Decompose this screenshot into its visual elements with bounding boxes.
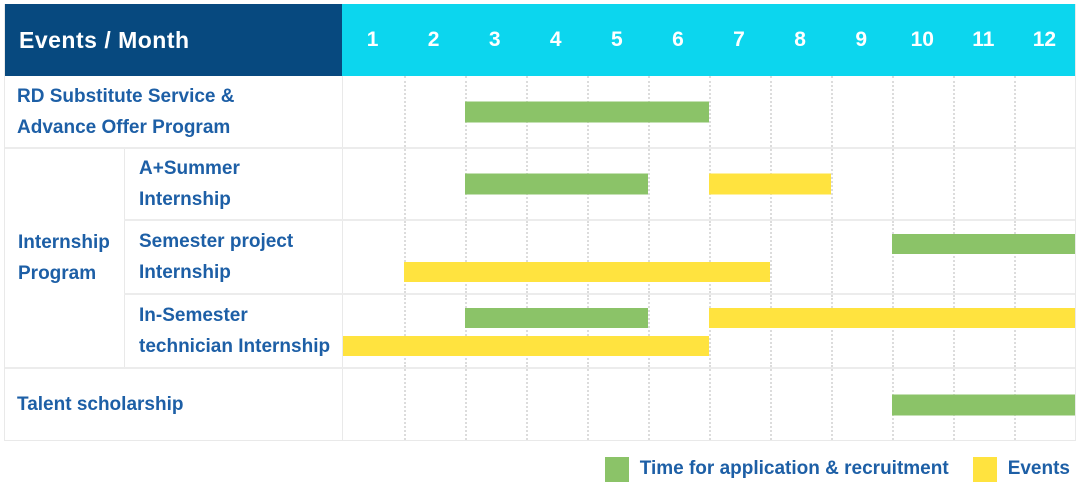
event-bar <box>709 173 831 195</box>
gantt-table: Events / Month 1 2 3 4 5 6 7 8 9 10 11 12 RD Substi… <box>4 4 1076 441</box>
event-bar <box>709 308 1075 328</box>
chart-cell-rd-substitute <box>342 76 1075 147</box>
group-internship-program: Internship Program A+Summer Internship S… <box>5 147 1075 367</box>
month-gridline <box>770 369 772 440</box>
month-gridline <box>831 76 833 147</box>
month-gridline <box>648 149 650 219</box>
month-gridline <box>770 221 772 293</box>
month-header-8: 8 <box>794 28 806 51</box>
row-label-a-summer: A+Summer Internship <box>124 149 342 219</box>
month-gridline <box>1014 76 1016 147</box>
month-gridline <box>953 295 955 367</box>
row-label-semester-project: Semester project Internship <box>124 221 342 293</box>
legend-item-recruitment: Time for application & recruitment <box>604 456 949 482</box>
events-swatch-icon <box>972 456 997 482</box>
row-label-rd-substitute: RD Substitute Service & Advance Offer Pr… <box>17 85 235 138</box>
row-in-semester-technician: In-Semester technician Internship <box>124 293 1075 367</box>
group-label-internship-program: Internship Program <box>18 232 110 284</box>
row-talent-scholarship: Talent scholarship <box>5 367 1075 440</box>
legend-item-events: Events <box>972 456 1070 482</box>
month-gridline <box>587 369 589 440</box>
month-gridline <box>831 369 833 440</box>
month-header-4: 4 <box>549 28 562 51</box>
month-gridline <box>770 295 772 367</box>
row-label-in-semester-technician: In-Semester technician Internship <box>124 295 342 367</box>
month-gridline <box>526 295 528 367</box>
row-label-talent-scholarship: Talent scholarship <box>17 394 184 415</box>
month-header-3: 3 <box>488 28 501 51</box>
month-header-5: 5 <box>611 28 623 51</box>
month-gridline <box>709 221 711 293</box>
month-gridline <box>526 221 528 293</box>
recruitment-swatch-icon <box>604 456 629 482</box>
month-header-1: 1 <box>366 28 379 51</box>
chart-cell-in-semester-technician <box>342 295 1075 367</box>
month-gridline <box>465 369 467 440</box>
recruitment-bar <box>465 173 648 195</box>
month-gridline <box>892 76 894 147</box>
month-gridline <box>587 295 589 367</box>
chart-cell-talent-scholarship <box>342 369 1075 440</box>
internship-subrows: A+Summer Internship Semester project Int… <box>124 149 1075 367</box>
month-gridline <box>953 149 955 219</box>
month-gridline <box>404 221 406 293</box>
month-gridline <box>892 295 894 367</box>
month-gridline <box>404 76 406 147</box>
chart-cell-semester-project <box>342 221 1075 293</box>
recruitment-bar <box>892 394 1075 415</box>
month-gridline <box>1014 149 1016 219</box>
month-header-11: 11 <box>972 28 995 51</box>
month-header-7: 7 <box>733 28 745 51</box>
legend-label-recruitment: Time for application & recruitment <box>639 458 949 479</box>
row-a-summer: A+Summer Internship <box>124 149 1075 219</box>
recruitment-bar <box>892 234 1075 254</box>
recruitment-bar <box>465 101 709 122</box>
month-gridline <box>587 221 589 293</box>
month-gridline <box>648 221 650 293</box>
month-gridline <box>892 221 894 293</box>
legend-label-events: Events <box>1007 458 1070 479</box>
row-rd-substitute: RD Substitute Service & Advance Offer Pr… <box>5 76 1075 147</box>
month-gridline <box>709 369 711 440</box>
events-month-header-cell: Events / Month <box>5 4 342 76</box>
event-bar <box>404 262 770 282</box>
month-gridline <box>709 295 711 367</box>
recruitment-bar <box>465 308 648 328</box>
month-gridline <box>953 76 955 147</box>
month-header-6: 6 <box>672 28 684 51</box>
month-gridline <box>709 76 711 147</box>
month-gridline <box>953 221 955 293</box>
month-header-2: 2 <box>427 28 440 51</box>
month-gridline <box>831 295 833 367</box>
month-gridline <box>404 295 406 367</box>
month-gridline <box>404 369 406 440</box>
month-header-row: 1 2 3 4 5 6 7 8 9 10 11 12 <box>342 4 1075 76</box>
chart-cell-a-summer <box>342 149 1075 219</box>
month-gridline <box>648 369 650 440</box>
event-bar <box>343 336 709 356</box>
month-header-10: 10 <box>910 28 934 51</box>
month-gridline <box>831 221 833 293</box>
month-gridline <box>892 149 894 219</box>
month-gridline <box>648 295 650 367</box>
month-gridline <box>1014 295 1016 367</box>
month-header-12: 12 <box>1032 28 1057 51</box>
month-gridline <box>465 295 467 367</box>
month-gridline <box>465 221 467 293</box>
month-header-9: 9 <box>855 28 867 51</box>
month-gridline <box>770 76 772 147</box>
month-gridline <box>831 149 833 219</box>
table-header-row: Events / Month 1 2 3 4 5 6 7 8 9 10 11 12 <box>5 4 1075 76</box>
month-gridline <box>526 369 528 440</box>
month-gridline <box>404 149 406 219</box>
month-gridline <box>1014 221 1016 293</box>
legend: Time for application & recruitment Event… <box>604 449 1070 489</box>
row-semester-project: Semester project Internship <box>124 219 1075 293</box>
